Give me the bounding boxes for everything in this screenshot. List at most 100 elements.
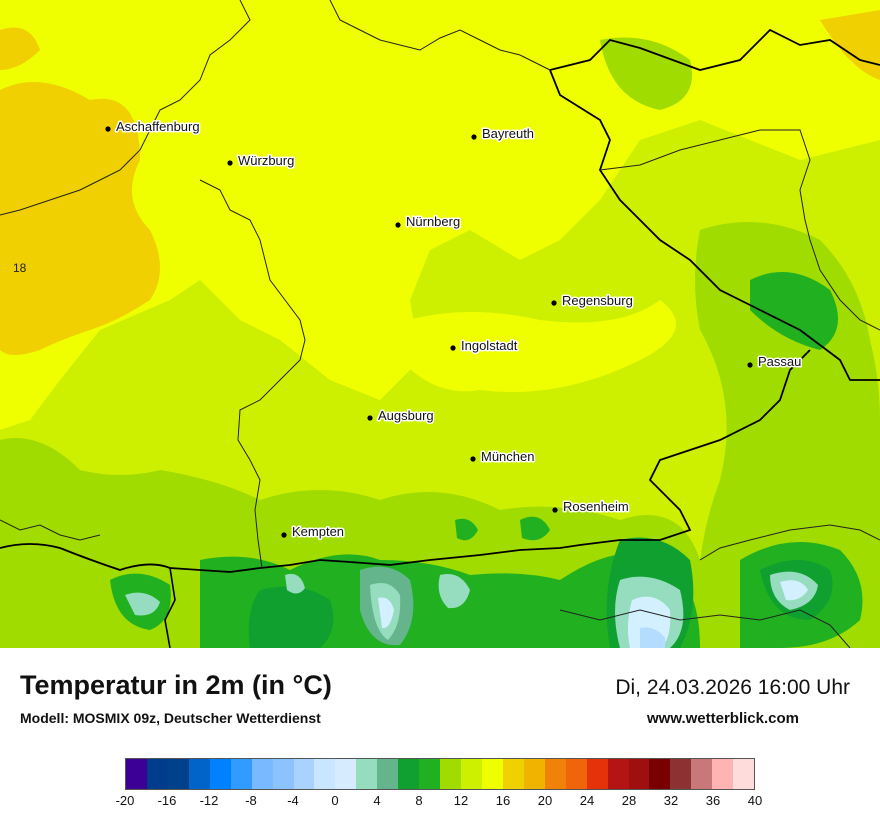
band-4-6-e [285, 573, 305, 594]
city-label-augsburg: Augsburg [378, 408, 434, 423]
color-scale-tick-label: -20 [115, 793, 135, 808]
color-scale-cell [398, 759, 420, 789]
color-scale-tick-label: -8 [245, 793, 257, 808]
color-scale-cell [126, 759, 147, 789]
band-10-12-patch2 [455, 518, 478, 541]
city-marker-muenchen: München [470, 448, 536, 466]
color-scale-tick-label: 28 [621, 793, 637, 808]
city-marker-augsburg: Augsburg [367, 407, 435, 425]
legend-footer: Temperatur in 2m (in °C) Modell: MOSMIX … [0, 648, 880, 830]
border-austria [169, 349, 811, 573]
city-marker-regensburg: Regensburg [551, 292, 634, 310]
band-12-14-ne [600, 37, 692, 110]
city-marker-aschaffenburg: Aschaffenburg [105, 118, 201, 136]
city-label-bayreuth: Bayreuth [482, 126, 534, 141]
city-label-passau: Passau [758, 354, 801, 369]
color-scale-tick-label: 12 [453, 793, 469, 808]
color-scale-cell [586, 759, 608, 789]
color-scale-cell [167, 759, 189, 789]
color-scale-cell [565, 759, 587, 789]
city-label-rosenheim: Rosenheim [563, 499, 629, 514]
band-4-6-b [438, 574, 470, 609]
color-scale-tick-label: 0 [331, 793, 339, 808]
band-2-4-a [378, 597, 394, 629]
city-label-kempten: Kempten [292, 524, 344, 539]
color-scale-tick-label: -4 [287, 793, 299, 808]
color-scale-tick-label: 8 [415, 793, 423, 808]
city-marker-passau: Passau [747, 353, 803, 371]
color-scale-cell [209, 759, 231, 789]
color-scale-cell [544, 759, 566, 789]
band-8-10-a [248, 586, 334, 648]
color-scale-cell [670, 759, 692, 789]
color-scale-tick-label: 36 [705, 793, 721, 808]
color-scale-tick-label: -16 [157, 793, 177, 808]
color-scale-tick-label: 16 [495, 793, 511, 808]
color-scale-tick-label: 40 [747, 793, 763, 808]
city-label-nuernberg: Nürnberg [406, 214, 460, 229]
color-scale-cell [251, 759, 273, 789]
color-scale-tick-label: -12 [199, 793, 219, 808]
forecast-datetime: Di, 24.03.2026 16:00 Uhr [615, 676, 850, 699]
color-scale-cell [733, 759, 755, 789]
color-scale-cell [481, 759, 503, 789]
color-scale-cell [272, 759, 294, 789]
state-border-1 [0, 0, 251, 216]
city-marker-nuernberg: Nürnberg [395, 213, 462, 231]
color-scale-cell [691, 759, 713, 789]
border-switzerland [164, 567, 176, 649]
border-czech-north [549, 28, 880, 71]
color-scale-cell [356, 759, 378, 789]
model-source: Modell: MOSMIX 09z, Deutscher Wetterdien… [20, 710, 321, 726]
color-scale-cell [377, 759, 399, 789]
color-scale-cell [230, 759, 252, 789]
city-label-regensburg: Regensburg [562, 293, 633, 308]
state-border-west [199, 179, 306, 569]
color-scale-tick-label: 32 [663, 793, 679, 808]
color-scale-cell [649, 759, 671, 789]
city-label-aschaffenburg: Aschaffenburg [116, 119, 200, 134]
city-marker-bayreuth: Bayreuth [471, 125, 536, 143]
state-border-alps [559, 609, 851, 649]
band-10-12-patch [520, 516, 550, 541]
city-label-muenchen: München [481, 449, 534, 464]
state-border-sw [0, 519, 101, 541]
band-10-12-passau [750, 272, 838, 350]
website-link: www.wetterblick.com [647, 710, 799, 727]
border-czech-austria [549, 69, 880, 381]
state-border-se [699, 524, 880, 561]
color-scale-cell [523, 759, 545, 789]
color-scale-ticks: -20 -16 -12 -8 -4 0 4 8 12 16 20 24 28 32 36 40 [116, 793, 763, 813]
state-border-north [329, 0, 551, 71]
color-scale-cell [461, 759, 482, 789]
city-marker-rosenheim: Rosenheim [552, 498, 630, 516]
city-marker-wuerzburg: Würzburg [227, 152, 296, 170]
band-18-20-west [0, 82, 160, 355]
isoline-label: 18 [13, 261, 27, 275]
color-scale-cell [314, 759, 336, 789]
band-2-4-d [780, 580, 808, 601]
color-scale-cell [712, 759, 734, 789]
color-scale-tick-label: 20 [537, 793, 553, 808]
city-marker-kempten: Kempten [281, 523, 346, 541]
band-4-6-sw [125, 592, 160, 616]
band-18-20-nw [0, 27, 40, 70]
border-lake-constance [0, 543, 171, 571]
color-scale-cell [628, 759, 650, 789]
color-scale-cell [502, 759, 524, 789]
city-label-ingolstadt: Ingolstadt [461, 338, 518, 353]
map-canvas: Aschaffenburg Würzburg Bayreuth Nürnberg… [0, 0, 880, 649]
band-16-18-central [380, 300, 676, 392]
color-scale-cell [607, 759, 629, 789]
color-scale-cell [188, 759, 210, 789]
band-18-20-ne [820, 10, 880, 80]
temperature-map: Aschaffenburg Würzburg Bayreuth Nürnberg… [0, 0, 880, 649]
color-scale-tick-label: 24 [579, 793, 595, 808]
color-scale-tick-label: 4 [373, 793, 381, 808]
city-marker-ingolstadt: Ingolstadt [450, 337, 519, 355]
color-scale-cell [419, 759, 441, 789]
color-scale-cell [293, 759, 315, 789]
color-scale-cell [146, 759, 168, 789]
band-0-2-c [640, 627, 665, 648]
state-border-east [599, 129, 880, 331]
